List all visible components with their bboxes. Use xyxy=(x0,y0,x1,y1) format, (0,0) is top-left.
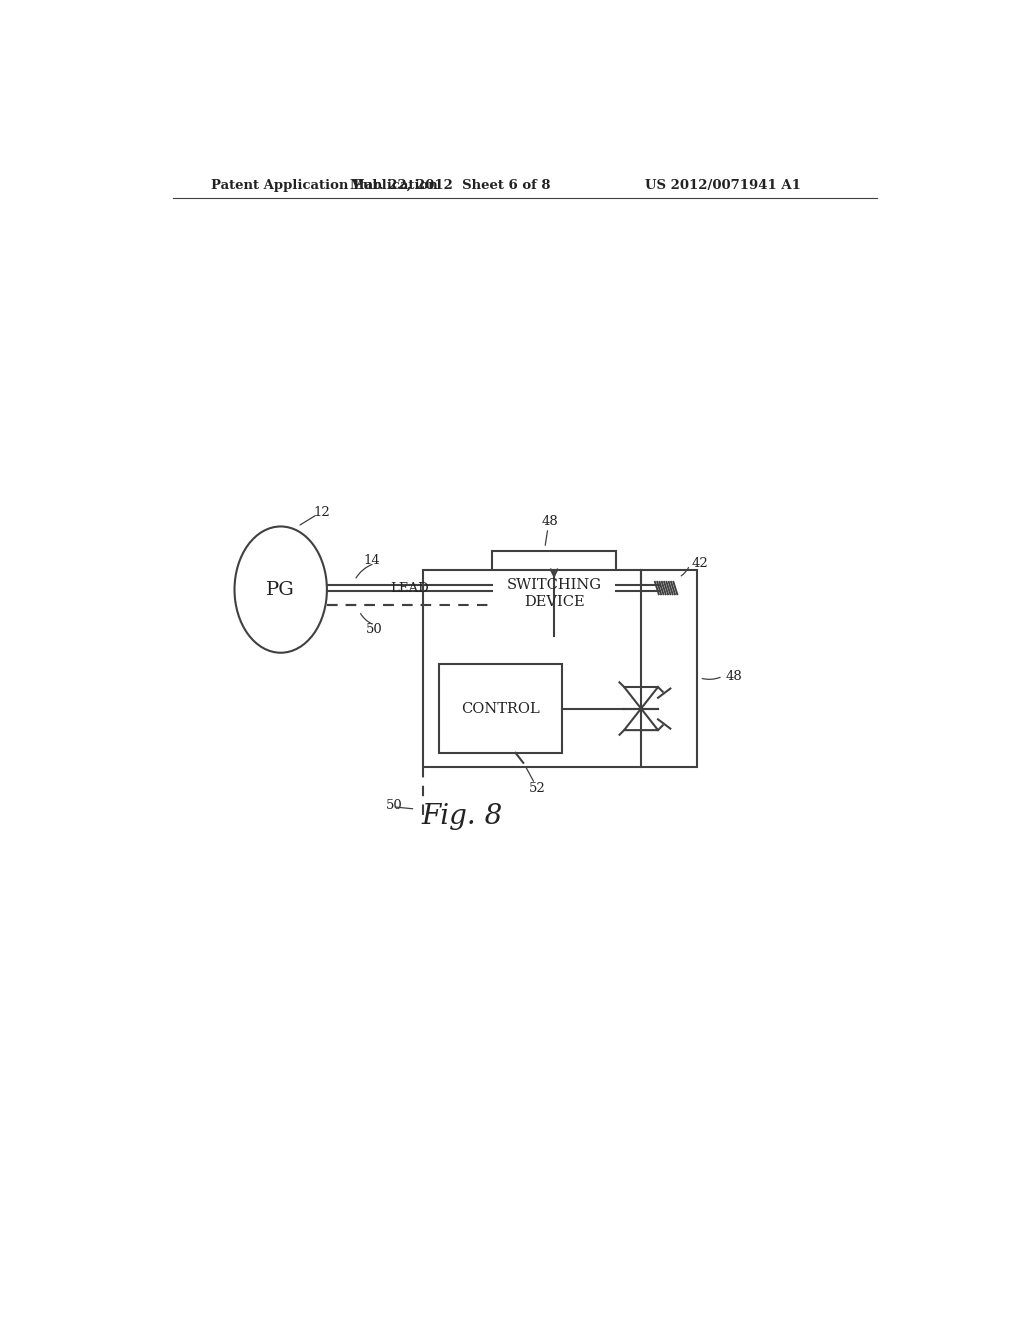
Text: CONTROL: CONTROL xyxy=(461,701,540,715)
Polygon shape xyxy=(625,686,658,709)
Text: Patent Application Publication: Patent Application Publication xyxy=(211,178,438,191)
Text: 50: 50 xyxy=(367,623,383,636)
Text: 48: 48 xyxy=(726,669,742,682)
Text: Mar. 22, 2012  Sheet 6 of 8: Mar. 22, 2012 Sheet 6 of 8 xyxy=(350,178,550,191)
Text: 48: 48 xyxy=(542,515,558,528)
Bar xyxy=(438,664,562,752)
Text: PG: PG xyxy=(266,581,295,598)
Text: 12: 12 xyxy=(313,506,330,519)
Text: 50: 50 xyxy=(386,799,403,812)
Text: 42: 42 xyxy=(691,557,708,570)
Text: US 2012/0071941 A1: US 2012/0071941 A1 xyxy=(644,178,801,191)
Bar xyxy=(423,570,696,767)
Text: Fig. 8: Fig. 8 xyxy=(421,804,503,830)
Ellipse shape xyxy=(234,527,327,653)
Text: SWITCHING
DEVICE: SWITCHING DEVICE xyxy=(507,578,601,609)
Text: 14: 14 xyxy=(364,554,380,566)
Text: 52: 52 xyxy=(528,781,546,795)
Text: LEAD: LEAD xyxy=(390,582,429,594)
Bar xyxy=(493,552,615,636)
Polygon shape xyxy=(625,709,658,730)
